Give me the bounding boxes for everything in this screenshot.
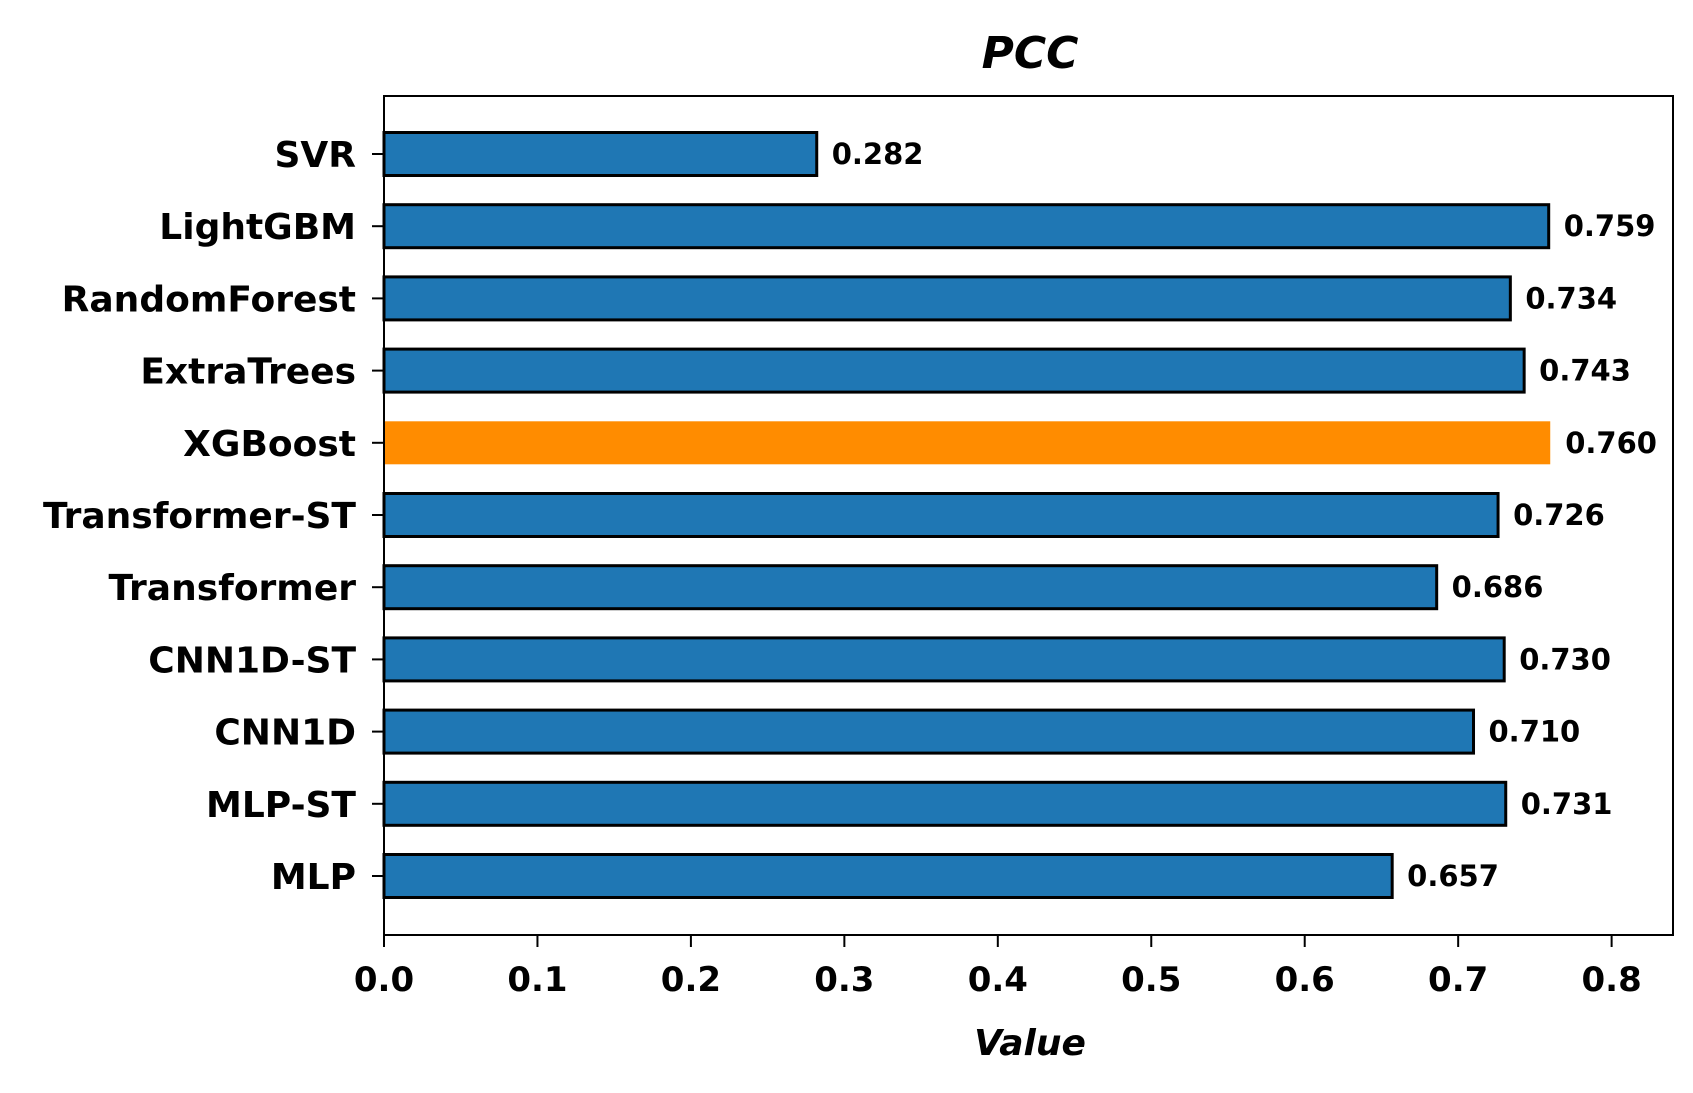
x-tick-label: 0.4 [968,960,1028,1000]
x-tick-label: 0.3 [814,960,874,1000]
x-axis-label: Value [974,1023,1086,1064]
value-label: 0.730 [1519,642,1611,676]
x-tick-label: 0.5 [1121,960,1181,1000]
value-label: 0.686 [1452,570,1544,604]
bar-randomforest [382,275,1512,322]
y-tick-label: MLP [271,857,356,898]
bar-transformer [382,564,1439,611]
bar-lightgbm [382,203,1551,250]
y-tick-label: XGBoost [183,424,356,465]
y-tick-label: Transformer [108,568,356,609]
value-label: 0.759 [1564,209,1656,243]
y-tick-label: MLP-ST [206,785,356,826]
y-tick-label: LightGBM [159,207,356,248]
y-tick-label: CNN1D-ST [148,640,356,681]
y-tick-label: ExtraTrees [140,352,356,393]
x-tick-label: 0.6 [1275,960,1335,1000]
bar-cnn1d-st [382,636,1506,683]
value-label: 0.760 [1565,426,1657,460]
x-tick-label: 0.0 [354,960,414,1000]
value-label: 0.726 [1513,498,1605,532]
ticks-layer: SVR LightGBM RandomForest ExtraTrees XGBoost… [43,135,1642,1000]
value-label: 0.710 [1489,715,1581,749]
y-tick-label: Transformer-ST [43,496,356,537]
bar-xgboost [384,421,1551,465]
x-tick-label: 0.8 [1582,960,1642,1000]
x-tick-label: 0.1 [507,960,567,1000]
bar-transformer-st [382,492,1500,538]
bar-mlp-st [382,780,1508,827]
bar-cnn1d [382,708,1476,755]
y-tick-label: SVR [274,135,356,176]
bar-svr [382,131,819,177]
bars-layer: 0.282 0.759 0.734 0.743 0.760 0.726 0.686 0.730… [382,131,1657,899]
value-label: 0.734 [1525,281,1617,315]
x-tick-label: 0.2 [661,960,721,1000]
y-tick-label: CNN1D [214,713,356,754]
bar-mlp [382,853,1394,899]
chart-title: PCC [982,28,1079,79]
bar-extratrees [382,347,1526,394]
value-label: 0.282 [832,137,924,171]
value-label: 0.731 [1521,787,1613,821]
value-label: 0.657 [1407,859,1499,893]
value-label: 0.743 [1539,354,1631,388]
x-tick-label: 0.7 [1428,960,1488,1000]
y-tick-label: RandomForest [62,279,356,320]
